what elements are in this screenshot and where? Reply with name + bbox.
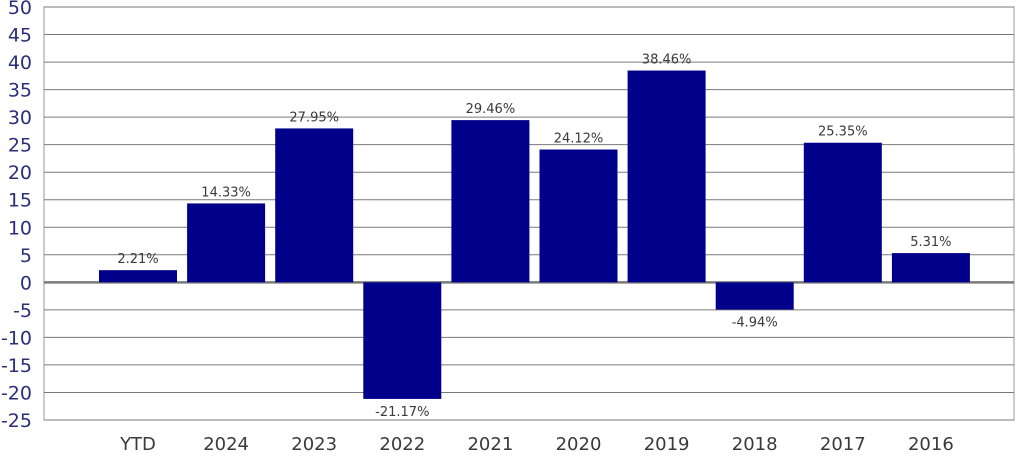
data-label: 2.21% (117, 252, 158, 267)
bar-2017 (803, 142, 882, 283)
y-tick-label: 30 (8, 107, 32, 129)
data-label: 24.12% (554, 132, 604, 147)
data-label: 5.31% (910, 235, 951, 250)
bar-2022 (363, 282, 442, 399)
bar-2024 (187, 203, 266, 283)
x-tick-label: 2023 (291, 434, 337, 455)
bar-2019 (627, 70, 706, 283)
y-tick-label: -5 (13, 300, 32, 322)
data-labels: 2.21% 14.33% 27.95% -21.17% 29.46% 24.12% 38.4… (117, 53, 951, 420)
bars (99, 70, 970, 399)
data-label: 14.33% (201, 185, 251, 200)
bar-2018 (715, 282, 794, 310)
y-tick-label: -15 (1, 355, 32, 377)
x-tick-label: 2024 (203, 434, 249, 455)
y-tick-label: -10 (1, 327, 32, 349)
y-tick-label: 45 (8, 25, 32, 47)
y-tick-label: 20 (8, 162, 32, 184)
data-label: 38.46% (642, 53, 692, 68)
x-tick-label: 2022 (379, 434, 425, 455)
y-tick-label: 15 (8, 190, 32, 212)
data-label: -4.94% (732, 316, 778, 331)
y-tick-label: 5 (20, 245, 32, 267)
bar-ytd (99, 270, 177, 283)
y-tick-label: 0 (20, 272, 32, 294)
data-label: 25.35% (818, 125, 868, 140)
data-label: 29.46% (466, 102, 516, 117)
x-tick-label: YTD (119, 434, 156, 455)
data-label: -21.17% (375, 405, 429, 420)
data-label: 27.95% (289, 110, 339, 125)
y-tick-label: -25 (1, 410, 32, 432)
y-tick-label: 35 (8, 80, 32, 102)
y-tick-label: -20 (1, 382, 32, 404)
bar-2023 (275, 128, 354, 283)
x-tick-label: 2016 (908, 434, 954, 455)
y-tick-label: 40 (8, 52, 32, 74)
y-tick-label: 10 (8, 217, 32, 239)
bar-2020 (539, 149, 618, 283)
y-tick-label: 25 (8, 135, 32, 157)
x-tick-label: 2021 (467, 434, 513, 455)
x-tick-label: 2018 (732, 434, 778, 455)
y-tick-label: 50 (8, 0, 32, 19)
x-axis-tick-labels: YTD 2024 2023 2022 2021 2020 2019 2018 2017 2016 (119, 434, 954, 455)
x-tick-label: 2019 (644, 434, 690, 455)
bar-2021 (451, 120, 530, 283)
bar-2016 (891, 253, 970, 283)
x-tick-label: 2020 (556, 434, 602, 455)
x-tick-label: 2017 (820, 434, 866, 455)
